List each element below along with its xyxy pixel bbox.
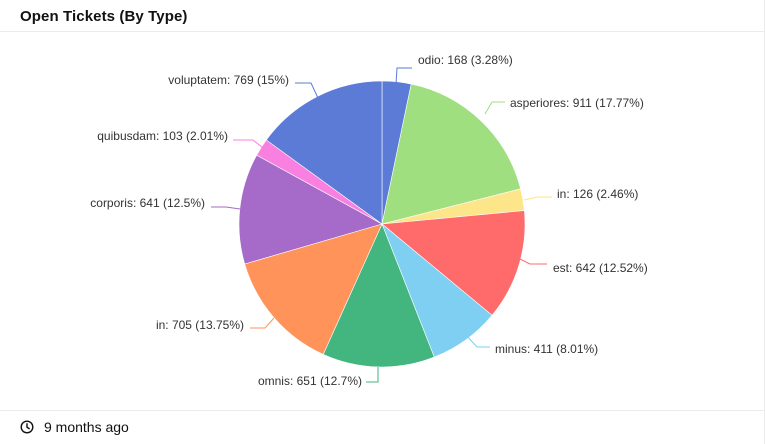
label-line-quibusdam-8 (233, 139, 264, 149)
last-updated-text: 9 months ago (44, 419, 129, 435)
card-footer: 9 months ago (0, 410, 764, 444)
pie-slice-in-6[interactable] (244, 223, 383, 355)
label-line-minus-4 (465, 334, 490, 348)
slice-label-voluptatem-9: voluptatem: 769 (15%) (168, 73, 289, 87)
last-updated: 9 months ago (20, 419, 129, 435)
label-line-omnis-5 (366, 367, 379, 383)
label-line-in-6 (250, 317, 275, 329)
label-line-corporis-7 (211, 206, 241, 210)
card-title: Open Tickets (By Type) (20, 8, 188, 25)
label-line-in-2 (523, 196, 552, 201)
pie-slice-corporis-7[interactable] (238, 154, 383, 265)
pie-label-lines (211, 67, 552, 383)
label-line-asperiores-1 (484, 101, 505, 115)
pie-slice-omnis-5[interactable] (322, 223, 435, 368)
label-line-est-3 (519, 258, 547, 265)
pie-slice-asperiores-1[interactable] (381, 83, 521, 225)
clock-icon (20, 420, 34, 434)
pie-slices (238, 80, 526, 368)
pie-chart: odio: 168 (3.28%) asperiores: 911 (17.77%… (90, 53, 647, 388)
slice-label-in-2: in: 126 (2.46%) (557, 187, 638, 201)
slice-label-in-6: in: 705 (13.75%) (156, 318, 244, 332)
slice-label-minus-4: minus: 411 (8.01%) (495, 342, 598, 356)
slice-label-corporis-7: corporis: 641 (12.5%) (90, 196, 205, 210)
slice-label-odio-0: odio: 168 (3.28%) (418, 53, 513, 67)
label-line-voluptatem-9 (295, 82, 319, 99)
pie-slice-est-3[interactable] (381, 210, 526, 316)
card-header: Open Tickets (By Type) (0, 0, 764, 32)
slice-label-quibusdam-8: quibusdam: 103 (2.01%) (97, 129, 228, 143)
label-line-odio-0 (395, 67, 412, 85)
chart-container: odio: 168 (3.28%) asperiores: 911 (17.77%… (0, 32, 764, 410)
slice-label-est-3: est: 642 (12.52%) (553, 261, 648, 275)
slice-label-omnis-5: omnis: 651 (12.7%) (258, 374, 362, 388)
slice-label-asperiores-1: asperiores: 911 (17.77%) (510, 96, 644, 110)
pie-labels: odio: 168 (3.28%) asperiores: 911 (17.77%… (90, 53, 647, 388)
